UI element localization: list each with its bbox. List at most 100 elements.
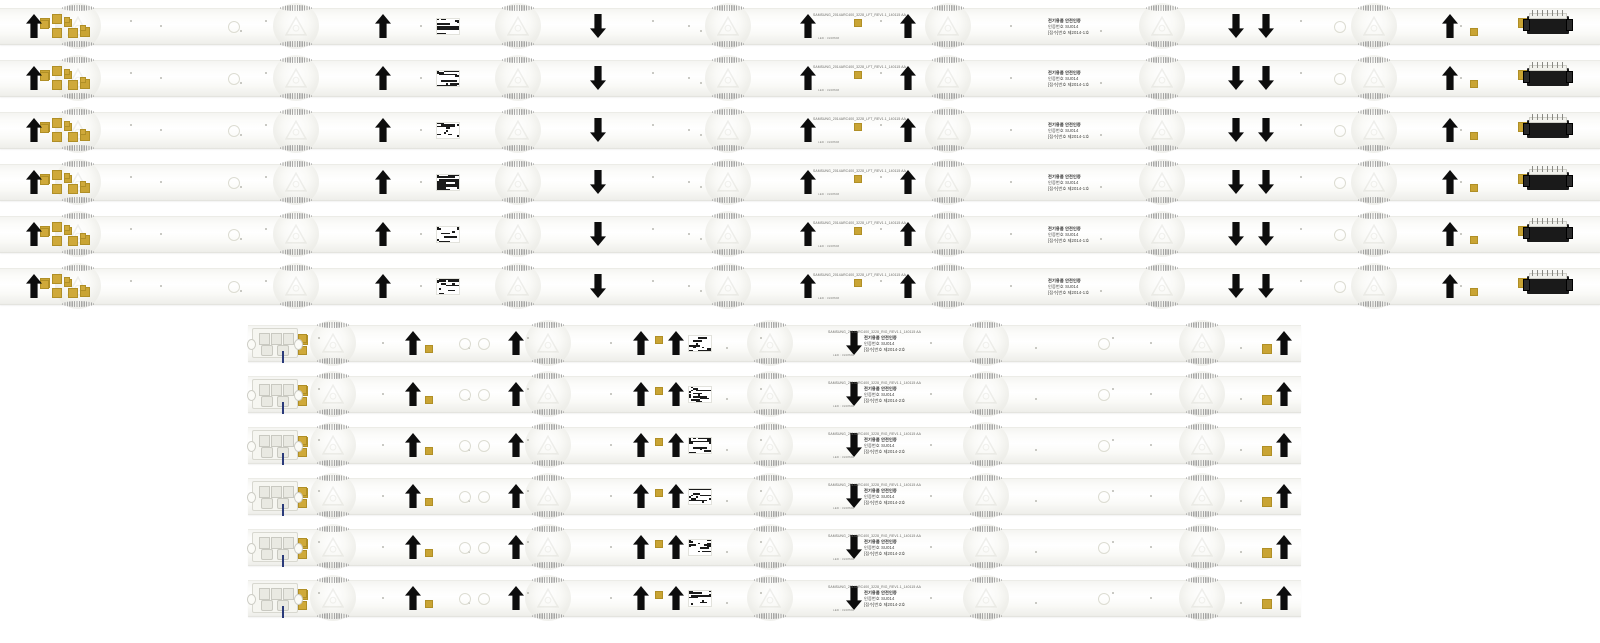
white-connector[interactable] xyxy=(247,328,303,363)
upper-strip-2[interactable]: SAMSUNG_2014ARC400_3228_LFT_REV1.1_14011… xyxy=(0,54,1600,101)
lens-bulge xyxy=(495,264,541,307)
silkscreen-led-note: LED : 3228MM xyxy=(833,557,855,561)
black-connector[interactable] xyxy=(1523,10,1573,34)
via-dot xyxy=(1112,336,1114,339)
lens-bulge xyxy=(963,372,1009,415)
polarity-arrow-up-4 xyxy=(800,169,816,194)
lens-bulge xyxy=(1179,576,1225,619)
solder-pad-5 xyxy=(854,122,862,131)
via-dot xyxy=(160,180,162,183)
mount-ring-2 xyxy=(1334,20,1346,33)
cert-line-1: 전기용품 안전인증 xyxy=(1048,278,1081,283)
lens-bulge xyxy=(273,160,319,203)
black-connector[interactable] xyxy=(1523,218,1573,242)
solder-pad-2 xyxy=(425,344,433,353)
via-dot xyxy=(420,284,422,287)
solder-pad-4 xyxy=(1262,343,1272,354)
solder-pad-4 xyxy=(1262,496,1272,507)
upper-strip-6[interactable]: SAMSUNG_2014ARC400_3228_LFT_REV1.1_14011… xyxy=(0,262,1600,309)
white-connector[interactable] xyxy=(247,532,303,567)
via-dot xyxy=(700,29,702,32)
polarity-arrow-up-2 xyxy=(508,585,524,610)
upper-strip-4[interactable]: SAMSUNG_2014ARC400_3228_LFT_REV1.1_14011… xyxy=(0,158,1600,205)
lens-bulge xyxy=(1351,4,1397,47)
via-dot xyxy=(726,499,728,502)
via-dot xyxy=(160,128,162,131)
via-dot xyxy=(880,123,882,126)
left-pad-cluster-4 xyxy=(68,184,78,194)
lens-bulge xyxy=(705,108,751,151)
via-dot xyxy=(160,76,162,79)
via-dot xyxy=(1010,24,1012,27)
solder-pad-5 xyxy=(854,18,862,27)
lens-bulge xyxy=(1139,160,1185,203)
via-dot xyxy=(1240,397,1242,400)
left-pad-cluster-2 xyxy=(52,170,62,180)
datamatrix-code xyxy=(688,487,712,506)
polarity-arrow-down-7 xyxy=(1258,169,1274,194)
mount-ring-2 xyxy=(478,388,490,401)
via-dot xyxy=(318,387,320,390)
upper-strip-3[interactable]: SAMSUNG_2014ARC400_3228_LFT_REV1.1_14011… xyxy=(0,106,1600,153)
lower-strip-6[interactable]: SAMSUNG_2014ARC400_3228_RIG_REV1.1_14011… xyxy=(247,574,1301,621)
polarity-arrow-up-1 xyxy=(405,534,421,559)
lower-strip-3[interactable]: SAMSUNG_2014ARC400_3228_RIG_REV1.1_14011… xyxy=(247,421,1301,468)
upper-strip-1[interactable]: SAMSUNG_2014ARC400_3228_LFT_REV1.1_14011… xyxy=(0,2,1600,49)
white-connector[interactable] xyxy=(247,583,303,618)
via-dot xyxy=(420,232,422,235)
lens-bulge xyxy=(55,160,101,203)
via-dot xyxy=(1112,387,1114,390)
white-connector[interactable] xyxy=(247,481,303,516)
mount-ring-3 xyxy=(1098,490,1110,503)
via-dot xyxy=(382,596,384,599)
upper-strip-5[interactable]: SAMSUNG_2014ARC400_3228_LFT_REV1.1_14011… xyxy=(0,210,1600,257)
lower-strip-4[interactable]: SAMSUNG_2014ARC400_3228_RIG_REV1.1_14011… xyxy=(247,472,1301,519)
via-dot xyxy=(1010,180,1012,183)
lower-strip-1[interactable]: SAMSUNG_2014ARC400_3228_RIG_REV1.1_14011… xyxy=(247,319,1301,366)
lens-bulge xyxy=(55,4,101,47)
solder-pad-2 xyxy=(425,446,433,455)
via-dot xyxy=(930,494,932,497)
lens-bulge xyxy=(1179,525,1225,568)
solder-pad-5 xyxy=(854,226,862,235)
mount-ring-1 xyxy=(228,72,240,85)
white-connector[interactable] xyxy=(247,430,303,465)
left-pad-cluster-1 xyxy=(40,176,49,185)
lens-bulge xyxy=(747,525,793,568)
via-dot xyxy=(688,232,690,235)
via-dot xyxy=(1460,128,1462,131)
black-connector[interactable] xyxy=(1523,62,1573,86)
via-dot xyxy=(420,128,422,131)
lens-bulge xyxy=(705,56,751,99)
cert-line-2: 인증번호 SU014 xyxy=(864,494,895,499)
polarity-arrow-up-8 xyxy=(1442,65,1458,90)
lower-strip-5[interactable]: SAMSUNG_2014ARC400_3228_RIG_REV1.1_14011… xyxy=(247,523,1301,570)
silkscreen-part-number: SAMSUNG_2014ARC400_3228_LFT_REV1.1_14011… xyxy=(813,13,906,17)
polarity-arrow-down-5 xyxy=(846,330,862,355)
lens-bulge xyxy=(310,423,356,466)
solder-pad-3 xyxy=(655,539,663,548)
black-connector[interactable] xyxy=(1523,270,1573,294)
black-connector[interactable] xyxy=(1523,166,1573,190)
lower-strip-2[interactable]: SAMSUNG_2014ARC400_3228_RIG_REV1.1_14011… xyxy=(247,370,1301,417)
white-connector[interactable] xyxy=(247,379,303,414)
polarity-arrow-up-4 xyxy=(668,432,684,457)
via-dot xyxy=(265,227,267,230)
solder-pad-2 xyxy=(425,497,433,506)
left-pad-cluster-6 xyxy=(80,129,86,135)
lens-bulge xyxy=(1179,321,1225,364)
via-dot xyxy=(265,123,267,126)
polarity-arrow-up-3 xyxy=(633,330,649,355)
polarity-arrow-up-6 xyxy=(1276,330,1292,355)
via-dot xyxy=(240,133,242,136)
via-dot xyxy=(610,392,612,395)
lens-bulge xyxy=(273,56,319,99)
lens-bulge xyxy=(55,56,101,99)
cert-line-2: 인증번호 SU014 xyxy=(1048,24,1079,29)
lens-bulge xyxy=(495,56,541,99)
via-dot xyxy=(1300,123,1302,126)
via-dot xyxy=(318,591,320,594)
lens-bulge xyxy=(747,474,793,517)
lens-bulge xyxy=(525,372,571,415)
black-connector[interactable] xyxy=(1523,114,1573,138)
